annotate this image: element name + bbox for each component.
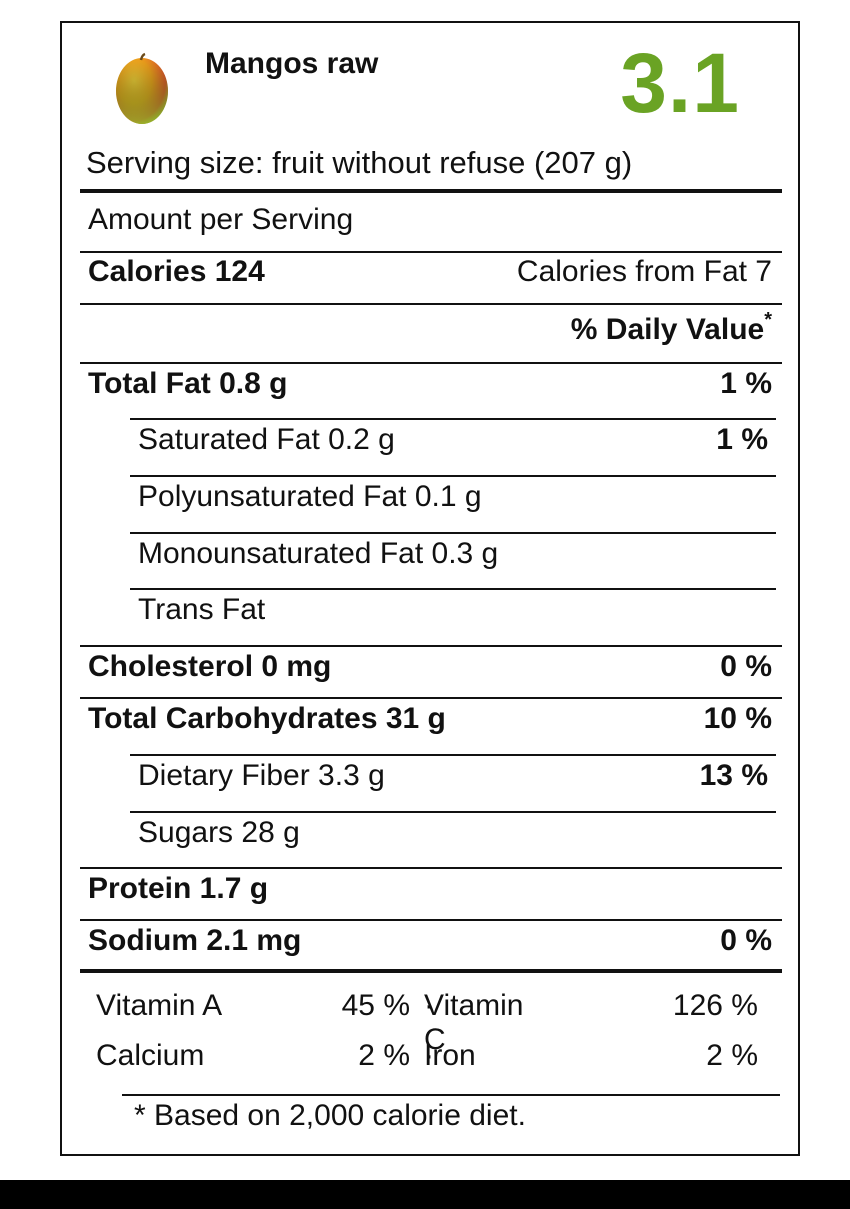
divider (130, 811, 776, 813)
divider (130, 588, 776, 590)
nutrient-label: Trans Fat (138, 593, 266, 626)
divider (80, 697, 782, 699)
divider (130, 532, 776, 534)
nutrient-dv: 10 % (703, 702, 772, 735)
nutrient-label: Sugars 28 g (138, 816, 300, 849)
nutrient-dv: 13 % (699, 759, 768, 792)
nutrient-label: Total Carbohydrates 31 g (88, 702, 446, 735)
nutrient-label: Monounsaturated Fat 0.3 g (138, 537, 499, 570)
nutrient-row-polyunsaturated-fat: Polyunsaturated Fat 0.1 g (138, 480, 768, 514)
vitamin-value-2: 2 % (706, 1039, 758, 1072)
divider (80, 251, 782, 253)
vitamin-name: Vitamin A (96, 989, 223, 1022)
nutrient-label: Sodium 2.1 mg (88, 924, 302, 957)
amount-per-serving: Amount per Serving (88, 203, 354, 236)
divider (80, 867, 782, 869)
nutrient-dv: 0 % (720, 650, 772, 683)
divider (80, 303, 782, 305)
divider (122, 1094, 780, 1096)
nutrition-score: 3.1 (620, 36, 740, 130)
vitamins-table: Vitamin A 45 % · Vitamin C 126 % Calcium… (96, 989, 766, 1089)
nutrient-label: Total Fat 0.8 g (88, 367, 288, 400)
divider (130, 475, 776, 477)
vitamin-value: 45 % (341, 989, 410, 1022)
separator-dot: · (424, 1039, 434, 1072)
footnote: * Based on 2,000 calorie diet. (134, 1099, 526, 1132)
serving-size: Serving size: fruit without refuse (207 … (86, 145, 633, 180)
nutrient-label: Saturated Fat 0.2 g (138, 423, 395, 456)
nutrient-label: Cholesterol 0 mg (88, 650, 332, 683)
nutrient-row-total-carbohydrates: Total Carbohydrates 31 g 10 % (88, 702, 772, 736)
divider (80, 969, 782, 973)
nutrient-row-protein: Protein 1.7 g (88, 872, 772, 906)
nutrient-row-monounsaturated-fat: Monounsaturated Fat 0.3 g (138, 537, 768, 571)
vitamin-name: Calcium (96, 1039, 205, 1072)
divider (80, 362, 782, 364)
nutrient-row-saturated-fat: Saturated Fat 0.2 g 1 % (138, 423, 768, 457)
nutrient-label: Polyunsaturated Fat 0.1 g (138, 480, 482, 513)
food-name: Mangos raw (205, 47, 379, 80)
nutrient-dv: 0 % (720, 924, 772, 957)
nutrient-row-cholesterol: Cholesterol 0 mg 0 % (88, 650, 772, 684)
vitamin-value-2: 126 % (672, 989, 758, 1022)
calories-label: Calories 124 (88, 255, 265, 288)
vitamins-row: Vitamin A 45 % · Vitamin C 126 % (96, 989, 758, 1056)
separator-dot: · (424, 989, 434, 1022)
divider (80, 919, 782, 921)
vitamins-row: Calcium 2 % · Iron 2 % (96, 1039, 758, 1072)
nutrient-label: Dietary Fiber 3.3 g (138, 759, 385, 792)
nutrition-label: Mangos raw 3.1 Serving size: fruit witho… (60, 21, 800, 1156)
nutrient-row-total-fat: Total Fat 0.8 g 1 % (88, 367, 772, 401)
vitamin-value: 2 % (358, 1039, 410, 1072)
nutrient-row-dietary-fiber: Dietary Fiber 3.3 g 13 % (138, 759, 768, 793)
calories-from-fat: Calories from Fat 7 (516, 255, 772, 288)
nutrient-row-trans-fat: Trans Fat (138, 593, 768, 627)
daily-value-footnote-marker: * (764, 309, 772, 331)
daily-value-header: % Daily Value* (570, 309, 772, 346)
divider (130, 754, 776, 756)
nutrient-row-sodium: Sodium 2.1 mg 0 % (88, 924, 772, 958)
calories-row: Calories 124 Calories from Fat 7 (88, 255, 772, 289)
bottom-bar (0, 1180, 850, 1209)
nutrient-row-sugars: Sugars 28 g (138, 816, 768, 850)
divider (80, 189, 782, 193)
nutrient-dv: 1 % (716, 423, 768, 456)
divider (80, 645, 782, 647)
mango-icon (116, 52, 168, 124)
nutrient-label: Protein 1.7 g (88, 872, 269, 905)
nutrient-dv: 1 % (720, 367, 772, 400)
divider (130, 418, 776, 420)
amount-per-serving-row: Amount per Serving (88, 203, 772, 237)
daily-value-header-row: % Daily Value* (88, 309, 772, 347)
